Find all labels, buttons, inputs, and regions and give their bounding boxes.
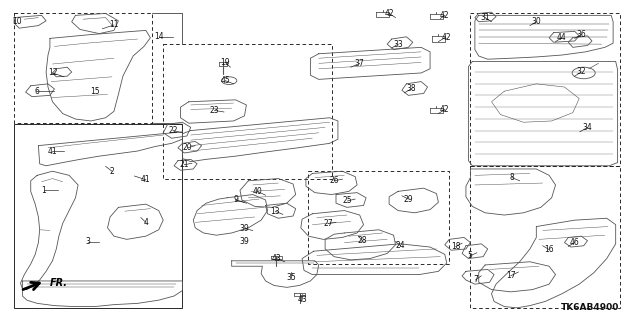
Text: 38: 38 <box>406 84 416 93</box>
Text: 28: 28 <box>358 236 367 245</box>
Text: 5: 5 <box>467 252 472 260</box>
Text: 34: 34 <box>582 123 593 132</box>
Text: 39: 39 <box>239 224 250 233</box>
Text: 20: 20 <box>182 143 193 152</box>
Text: 21: 21 <box>180 160 189 169</box>
Text: 42: 42 <box>440 11 450 20</box>
Text: 25: 25 <box>342 196 353 205</box>
Text: 7: 7 <box>473 276 478 284</box>
Text: 27: 27 <box>323 219 333 228</box>
Text: 45: 45 <box>220 76 230 85</box>
Text: 12: 12 <box>48 68 57 77</box>
Text: 3: 3 <box>86 237 91 246</box>
Text: 26: 26 <box>329 176 339 185</box>
Text: 23: 23 <box>209 106 220 115</box>
Text: 36: 36 <box>576 30 586 39</box>
Text: 11: 11 <box>109 20 118 29</box>
Text: 39: 39 <box>239 237 250 246</box>
Text: 1: 1 <box>41 186 46 195</box>
Text: 13: 13 <box>270 207 280 216</box>
Text: 40: 40 <box>252 187 262 196</box>
Text: 8: 8 <box>509 173 515 182</box>
Text: 9: 9 <box>233 196 238 204</box>
Text: TK6AB4900: TK6AB4900 <box>561 303 620 312</box>
Text: 6: 6 <box>34 87 39 96</box>
Text: 15: 15 <box>90 87 100 96</box>
Text: 43: 43 <box>297 295 307 304</box>
Text: 32: 32 <box>576 68 586 76</box>
Text: 16: 16 <box>544 245 554 254</box>
Text: 46: 46 <box>570 238 580 247</box>
Text: 33: 33 <box>393 40 403 49</box>
Text: 41: 41 <box>47 147 58 156</box>
Text: 19: 19 <box>220 58 230 67</box>
Text: 44: 44 <box>557 33 567 42</box>
Text: 42: 42 <box>440 105 450 114</box>
Text: 10: 10 <box>12 17 22 26</box>
Text: 42: 42 <box>384 9 394 18</box>
Text: 42: 42 <box>442 33 452 42</box>
Text: 18: 18 <box>451 242 460 251</box>
Text: FR.: FR. <box>50 277 68 288</box>
Text: 29: 29 <box>403 195 413 204</box>
Text: 41: 41 <box>141 175 151 184</box>
Text: 17: 17 <box>506 271 516 280</box>
Text: 31: 31 <box>480 13 490 22</box>
Text: 14: 14 <box>154 32 164 41</box>
Text: 30: 30 <box>531 17 541 26</box>
Text: 2: 2 <box>109 167 115 176</box>
Text: 37: 37 <box>355 59 365 68</box>
Text: 24: 24 <box>396 241 406 250</box>
Text: 22: 22 <box>168 126 177 135</box>
Text: 43: 43 <box>271 254 282 263</box>
Text: 4: 4 <box>143 218 148 227</box>
Text: 35: 35 <box>286 273 296 282</box>
